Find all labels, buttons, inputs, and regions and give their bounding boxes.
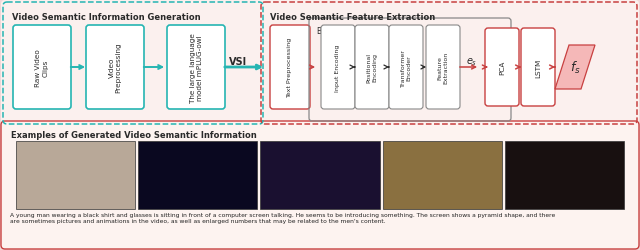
Text: Positional
Encoding: Positional Encoding <box>367 53 378 83</box>
Text: Video
Preprocessing: Video Preprocessing <box>109 42 122 93</box>
Text: A young man wearing a black shirt and glasses is sitting in front of a computer : A young man wearing a black shirt and gl… <box>10 212 556 224</box>
Bar <box>505 142 624 209</box>
FancyBboxPatch shape <box>521 29 555 106</box>
Text: Video Semantic Information Generation: Video Semantic Information Generation <box>12 13 200 22</box>
Text: Feature
Extraction: Feature Extraction <box>438 52 449 84</box>
Text: Input Encoding: Input Encoding <box>335 44 340 91</box>
Bar <box>138 142 257 209</box>
Text: LSTM: LSTM <box>535 58 541 77</box>
Text: Bert Model: Bert Model <box>317 27 358 36</box>
FancyBboxPatch shape <box>389 26 423 110</box>
Text: Video Semantic Feature Extraction: Video Semantic Feature Extraction <box>270 13 435 22</box>
Text: VSI: VSI <box>229 57 247 67</box>
Text: $e_s$: $e_s$ <box>467 56 477 68</box>
Text: PCA: PCA <box>499 60 505 75</box>
FancyBboxPatch shape <box>426 26 460 110</box>
Bar <box>16 142 135 209</box>
FancyBboxPatch shape <box>270 26 310 110</box>
FancyBboxPatch shape <box>485 29 519 106</box>
Text: Transformer
Encoder: Transformer Encoder <box>401 49 412 86</box>
Bar <box>260 142 380 209</box>
FancyBboxPatch shape <box>86 26 144 110</box>
Text: Examples of Generated Video Semantic Information: Examples of Generated Video Semantic Inf… <box>11 130 257 140</box>
Text: $f_s$: $f_s$ <box>570 60 580 76</box>
Bar <box>383 142 502 209</box>
Text: The large language
model mPLUG-owl: The large language model mPLUG-owl <box>189 33 202 102</box>
Polygon shape <box>555 46 595 90</box>
Text: Text Preprocessing: Text Preprocessing <box>287 38 292 98</box>
FancyBboxPatch shape <box>167 26 225 110</box>
FancyBboxPatch shape <box>1 1 639 126</box>
FancyBboxPatch shape <box>1 122 639 249</box>
Text: Raw Video
Clips: Raw Video Clips <box>35 49 49 86</box>
FancyBboxPatch shape <box>13 26 71 110</box>
FancyBboxPatch shape <box>355 26 389 110</box>
FancyBboxPatch shape <box>321 26 355 110</box>
